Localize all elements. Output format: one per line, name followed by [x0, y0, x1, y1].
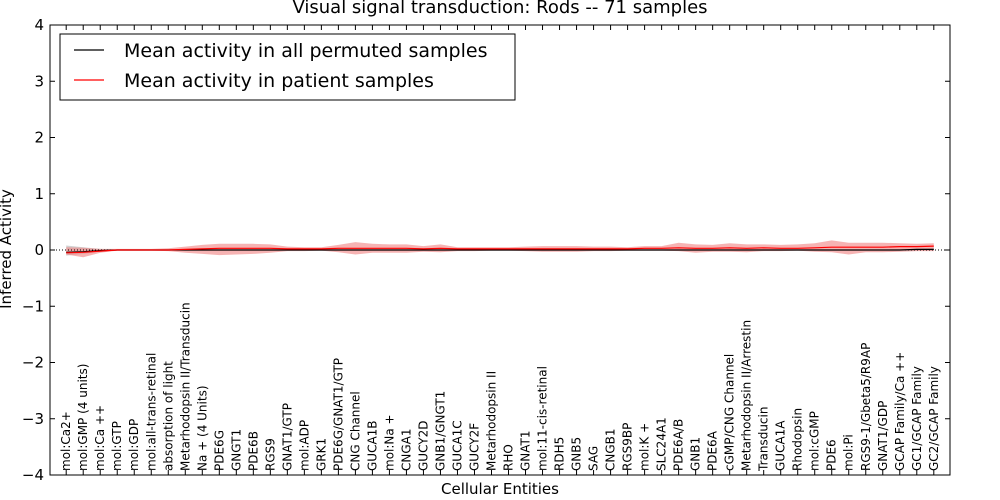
- series-lines: [66, 245, 934, 254]
- x-tick-label: GNB5: [570, 437, 584, 471]
- x-tick-label: PDE6B: [246, 431, 260, 471]
- x-axis-label: Cellular Entities: [441, 480, 559, 498]
- x-tick-label: PDE6: [825, 439, 839, 471]
- chart-title: Visual signal transduction: Rods -- 71 s…: [292, 0, 707, 18]
- x-tick-label: CNGA1: [399, 429, 413, 472]
- x-tick-label: Metarhodopsin II/Arrestin: [740, 320, 754, 471]
- x-tick-label: mol:all-trans-retinal: [144, 353, 158, 471]
- x-tick-label: GC2/GCAP Family: [927, 366, 941, 471]
- y-tick-label: 0: [34, 241, 44, 259]
- legend-label-series-2: Mean activity in patient samples: [124, 70, 434, 92]
- x-tick-label: SLC24A1: [655, 417, 669, 471]
- x-axis: mol:Ca2+ mol:GMP (4 units) mol:Ca ++ mol:GT…: [59, 25, 941, 475]
- x-tick-label: GUCA1C: [451, 420, 465, 471]
- y-tick-label: −4: [22, 466, 44, 484]
- x-tick-label: Metarhodopsin II: [485, 371, 499, 471]
- x-tick-label: PDE6G: [212, 430, 226, 471]
- y-tick-label: 2: [34, 129, 44, 147]
- legend-box: [59, 33, 516, 101]
- x-tick-label: RGS9BP: [621, 423, 635, 471]
- x-tick-label: GUCY2D: [416, 421, 430, 471]
- line-series-1: [66, 248, 934, 253]
- x-tick-label: GNB1: [689, 437, 703, 471]
- x-tick-label: GUCY2F: [468, 423, 482, 471]
- x-tick-label: CNGB1: [604, 428, 618, 471]
- x-tick-label: CNG Channel: [348, 391, 362, 471]
- x-tick-label: Rhodopsin: [791, 408, 805, 471]
- x-tick-label: RHO: [502, 444, 516, 471]
- x-tick-label: SAG: [587, 446, 601, 471]
- x-tick-label: mol:Ca ++: [93, 405, 107, 471]
- y-axis-label: Inferred Activity: [0, 189, 15, 309]
- x-tick-label: GRK1: [314, 438, 328, 471]
- y-tick-label: 1: [34, 185, 44, 203]
- x-tick-label: mol:Na +: [382, 414, 396, 471]
- y-tick-label: −2: [22, 354, 44, 372]
- x-tick-label: mol:GDP: [127, 419, 141, 471]
- x-tick-label: GUCA1A: [774, 420, 788, 471]
- x-tick-label: PDE6A: [706, 430, 720, 471]
- x-tick-label: cGMP/CNG Channel: [723, 354, 737, 471]
- x-tick-label: mol:GTP: [110, 421, 124, 471]
- x-tick-label: Na + (4 Units): [195, 385, 209, 471]
- x-tick-label: GNAT1: [519, 430, 533, 471]
- x-tick-label: RGS9: [263, 438, 277, 471]
- x-tick-label: mol:cGMP: [808, 411, 822, 471]
- x-tick-label: mol:Pi: [842, 434, 856, 471]
- x-tick-label: mol:GMP (4 units): [76, 364, 90, 471]
- x-tick-label: PDE6A/B: [672, 419, 686, 471]
- x-tick-label: GUCA1B: [365, 420, 379, 471]
- legend-label-series-1: Mean activity in all permuted samples: [124, 40, 487, 62]
- x-tick-label: RDH5: [553, 437, 567, 471]
- x-tick-label: PDE6G/GNAT1/GTP: [331, 358, 345, 471]
- x-tick-label: mol:K +: [638, 423, 652, 471]
- x-tick-label: absorption of light: [161, 361, 175, 471]
- x-tick-label: GCAP Family/Ca ++: [893, 352, 907, 471]
- line-series-2: [66, 245, 934, 254]
- x-tick-label: GNAT1/GDP: [876, 401, 890, 471]
- legend: Mean activity in all permuted samples Mea…: [59, 33, 516, 101]
- y-tick-label: −1: [22, 297, 44, 315]
- x-tick-label: GNAT1/GTP: [280, 403, 294, 471]
- x-tick-label: mol:Ca2+: [59, 411, 73, 471]
- y-tick-label: 3: [34, 72, 44, 90]
- y-tick-label: 4: [34, 16, 44, 34]
- x-tick-label: RGS9-1/Gbeta5/R9AP: [859, 343, 873, 471]
- x-tick-label: GNGT1: [229, 429, 243, 471]
- plot-frame: [49, 24, 951, 476]
- x-tick-label: Metarhodopsin II/Transducin: [178, 302, 192, 471]
- x-tick-label: mol:ADP: [297, 420, 311, 471]
- y-tick-label: −3: [22, 410, 44, 428]
- x-tick-label: GC1/GCAP Family: [910, 366, 924, 471]
- x-tick-label: Transducin: [757, 407, 771, 472]
- y-axis: −4 −3 −2 −1 0 1 2 3 4: [22, 16, 950, 484]
- x-tick-label: GNB1/GNGT1: [434, 391, 448, 471]
- x-tick-label: mol:11-cis-retinal: [536, 366, 550, 471]
